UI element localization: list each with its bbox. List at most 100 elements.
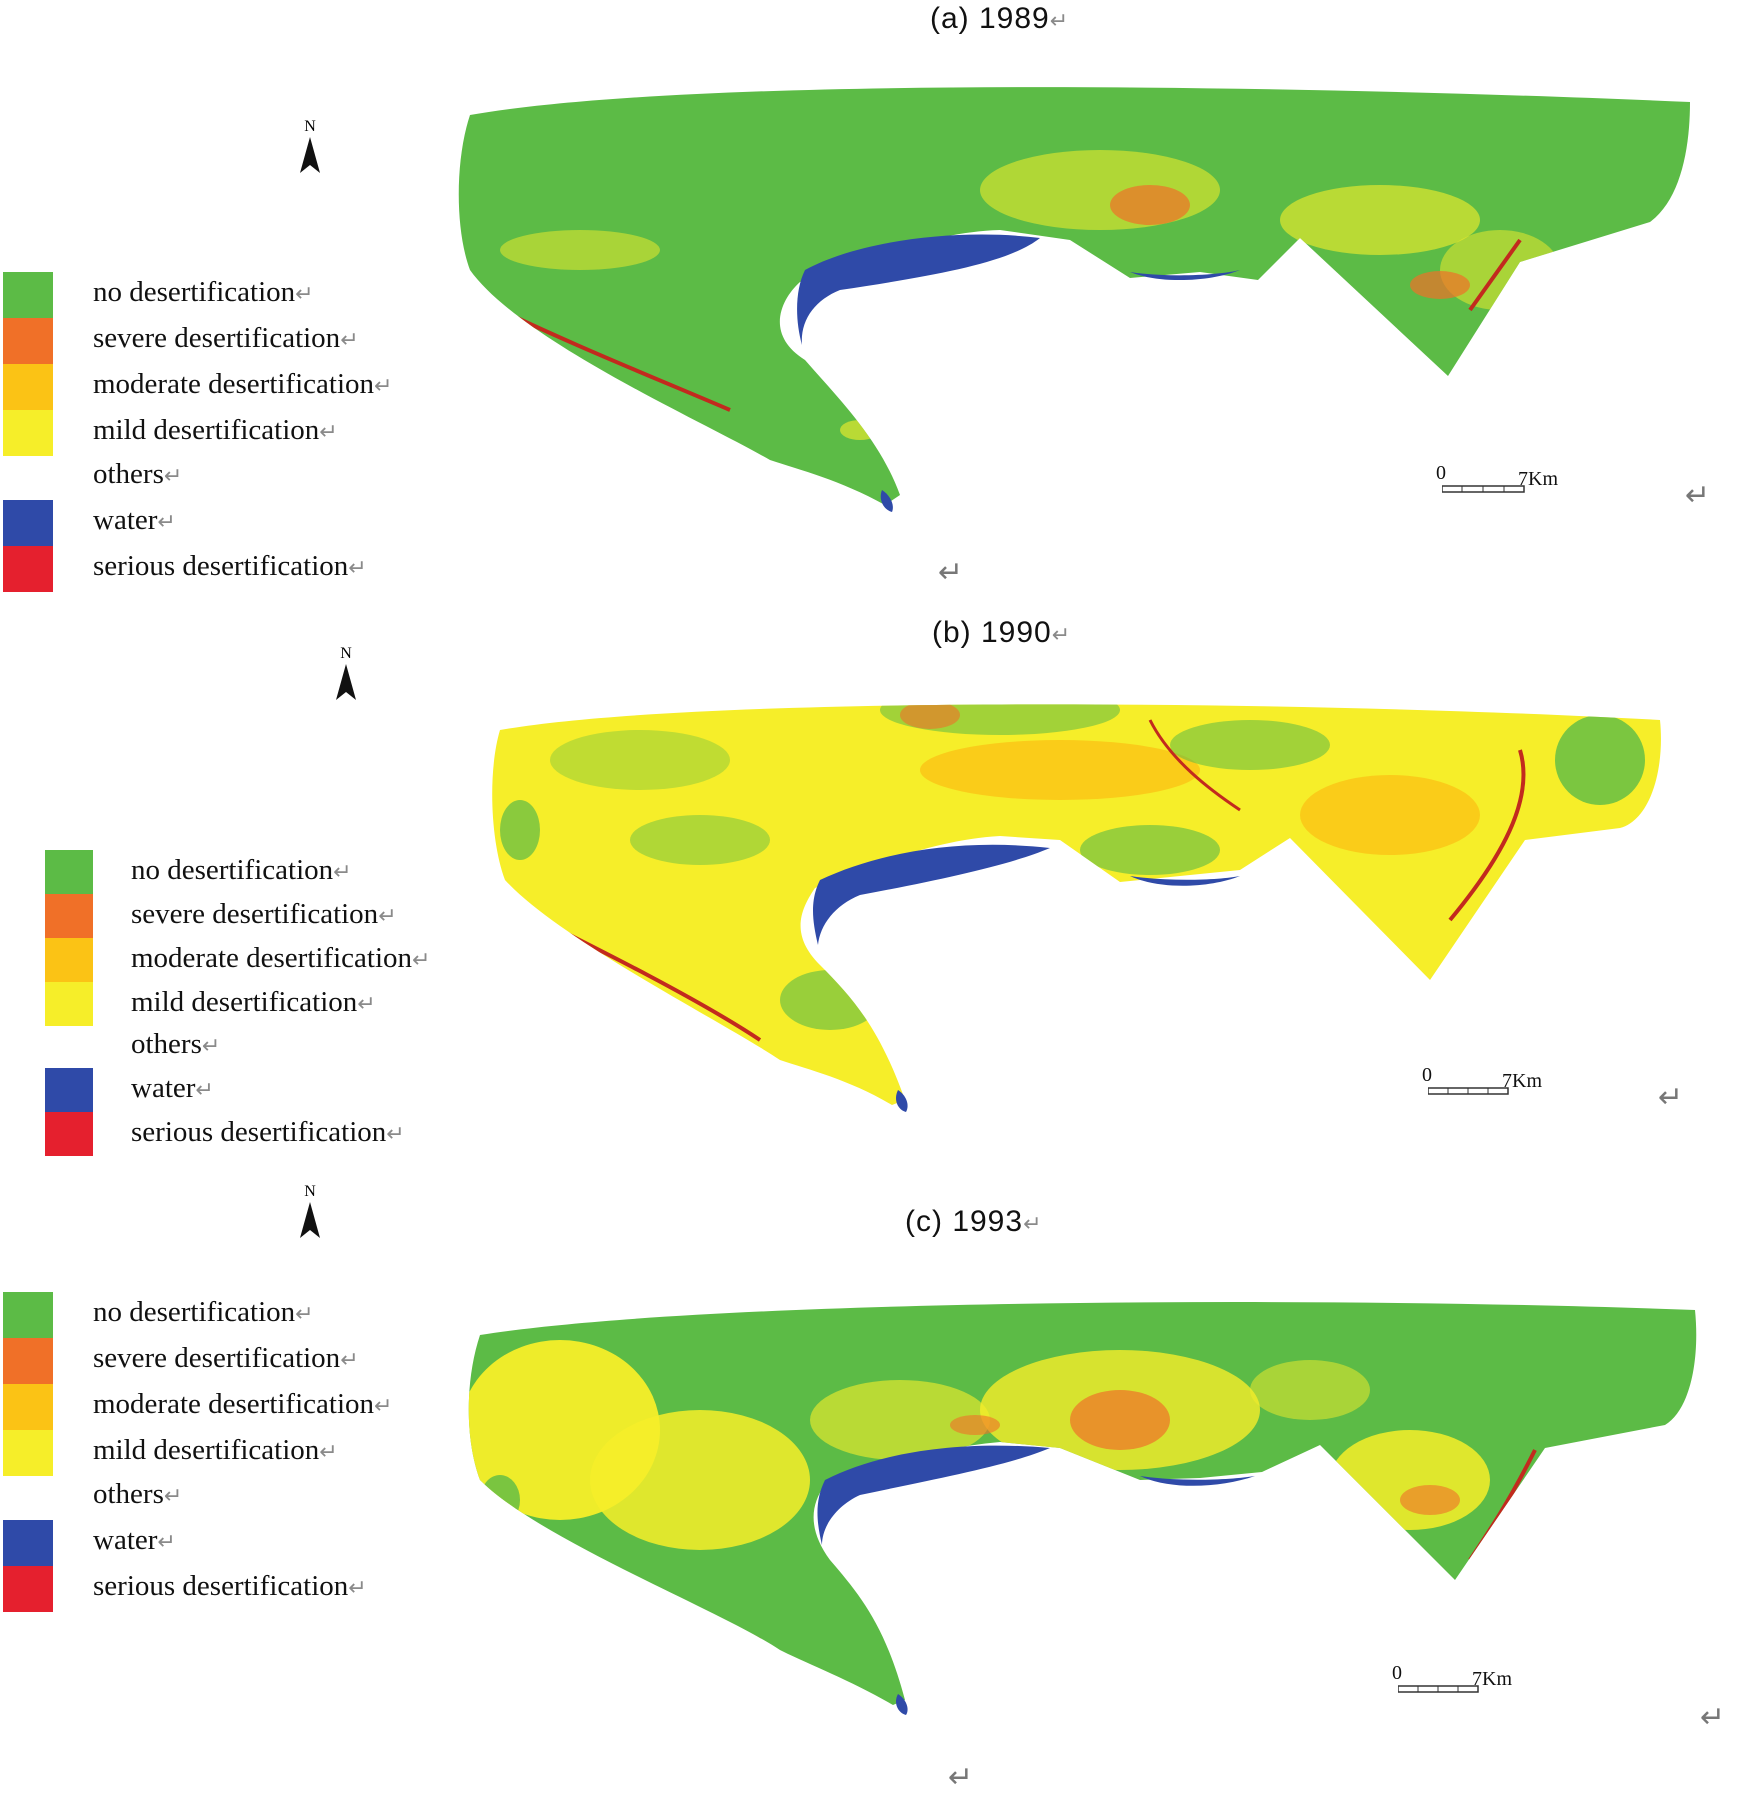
legend-label-text: others — [93, 1478, 164, 1510]
return-mark: ↵ — [333, 859, 352, 884]
legend-swatch — [3, 500, 53, 546]
legend-label: serious desertification↵ — [93, 550, 367, 583]
scale-bar — [1442, 485, 1525, 493]
return-mark: ↵ — [319, 419, 338, 444]
legend-swatch — [3, 1292, 53, 1338]
legend-swatch — [3, 546, 53, 592]
legend-label: water↵ — [93, 1524, 176, 1557]
return-mark: ↵ — [348, 555, 367, 580]
scale-end: 7Km — [1502, 1070, 1542, 1092]
return-mark: ↵ — [340, 327, 359, 352]
north-arrow-icon: N — [336, 645, 356, 700]
north-arrow-icon: N — [300, 118, 320, 173]
scale-bar — [1398, 1685, 1479, 1693]
legend-label-text: severe desertification — [93, 322, 341, 354]
legend-label: severe desertification↵ — [93, 322, 359, 355]
north-label: N — [304, 118, 316, 135]
map-area-1989 — [458, 87, 1690, 505]
legend-item: serious desertification↵ — [3, 546, 463, 592]
panel-b: (b) 1990↵ N — [0, 600, 1740, 1180]
return-mark: ↵ — [1051, 622, 1072, 647]
legend-label-text: water — [93, 504, 158, 536]
legend-label: mild desertification↵ — [93, 1434, 338, 1467]
legend-item: water↵ — [3, 500, 463, 546]
panel-title: (b) 1990↵ — [932, 616, 1071, 650]
scale-start: 0 — [1392, 1662, 1402, 1684]
panel-title-text: (a) 1989 — [930, 2, 1050, 35]
return-mark: ↵ — [378, 903, 397, 928]
legend-label-text: serious desertification — [131, 1116, 387, 1148]
return-mark: ↵ — [157, 509, 176, 534]
return-mark: ↵ — [295, 281, 314, 306]
desertification-map-1993 — [468, 1302, 1697, 1715]
legend-label-text: mild desertification — [131, 986, 358, 1018]
map-area-1993 — [468, 1302, 1697, 1705]
scale-end: 7Km — [1518, 468, 1558, 490]
legend-label: others↵ — [93, 1478, 182, 1511]
return-mark: ↵ — [1658, 1080, 1684, 1115]
legend-swatch — [3, 1384, 53, 1430]
panel-a: (a) 1989↵ N no desertification↵ se — [0, 0, 1740, 600]
legend-label: others↵ — [131, 1028, 220, 1061]
legend-swatch — [3, 1430, 53, 1476]
legend-label-text: no desertification — [93, 1296, 296, 1328]
scale-bar — [1428, 1087, 1509, 1095]
legend-label: mild desertification↵ — [93, 414, 338, 447]
legend-label: serious desertification↵ — [131, 1116, 405, 1149]
return-mark: ↵ — [938, 555, 964, 590]
return-mark: ↵ — [1685, 478, 1711, 513]
panel-title-text: (c) 1993 — [905, 1205, 1024, 1238]
legend-item: moderate desertification↵ — [3, 1384, 463, 1430]
panel-c: (c) 1993↵ N no de — [0, 1180, 1740, 1795]
legend-label-text: moderate desertification — [93, 1388, 375, 1420]
legend-label: no desertification↵ — [131, 854, 352, 887]
legend-label-text: severe desertification — [93, 1342, 341, 1374]
legend-item: serious desertification↵ — [45, 1112, 505, 1158]
panel-title: (c) 1993↵ — [905, 1205, 1043, 1239]
legend-item: serious desertification↵ — [3, 1566, 463, 1612]
desertification-map-1989 — [458, 87, 1690, 512]
legend-label: water↵ — [131, 1072, 214, 1105]
legend-item: mild desertification↵ — [45, 982, 505, 1028]
legend-label: water↵ — [93, 504, 176, 537]
legend-label: moderate desertification↵ — [131, 942, 430, 975]
return-mark: ↵ — [157, 1529, 176, 1554]
panel-title-text: (b) 1990 — [932, 616, 1052, 649]
legend-label: mild desertification↵ — [131, 986, 376, 1019]
return-mark: ↵ — [1700, 1700, 1726, 1735]
legend-item: moderate desertification↵ — [45, 938, 505, 984]
return-mark: ↵ — [340, 1347, 359, 1372]
return-mark: ↵ — [1023, 1211, 1043, 1236]
legend-item: no desertification↵ — [3, 1292, 463, 1338]
legend-item: mild desertification↵ — [3, 410, 463, 456]
return-mark: ↵ — [201, 1033, 221, 1058]
legend-label-text: serious desertification — [93, 1570, 349, 1602]
legend-swatch — [3, 1566, 53, 1612]
legend-swatch — [3, 410, 53, 456]
legend-label: moderate desertification↵ — [93, 1388, 392, 1421]
legend-item: severe desertification↵ — [3, 1338, 463, 1384]
legend-item: no desertification↵ — [45, 850, 505, 896]
legend-label-text: others — [131, 1028, 202, 1060]
legend-label-text: serious desertification — [93, 550, 349, 582]
desertification-map-1990 — [492, 704, 1661, 1112]
legend-swatch — [45, 850, 93, 894]
legend-label-text: mild desertification — [93, 414, 320, 446]
legend-swatch — [45, 982, 93, 1026]
scale-start: 0 — [1436, 462, 1446, 484]
legend-label-text: no desertification — [131, 854, 334, 886]
legend-swatch — [45, 1068, 93, 1112]
legend-label-text: no desertification — [93, 276, 296, 308]
legend-label-text: water — [131, 1072, 196, 1104]
legend-swatch — [3, 1338, 53, 1384]
north-label: N — [304, 1183, 316, 1200]
legend-label-text: water — [93, 1524, 158, 1556]
legend-label-text: others — [93, 458, 164, 490]
legend-item: water↵ — [3, 1520, 463, 1566]
return-mark: ↵ — [386, 1121, 405, 1146]
legend-item: others↵ — [45, 1024, 505, 1070]
map-area-1990 — [492, 704, 1661, 1105]
return-mark: ↵ — [348, 1575, 367, 1600]
legend-swatch — [3, 318, 53, 364]
return-mark: ↵ — [412, 947, 431, 972]
